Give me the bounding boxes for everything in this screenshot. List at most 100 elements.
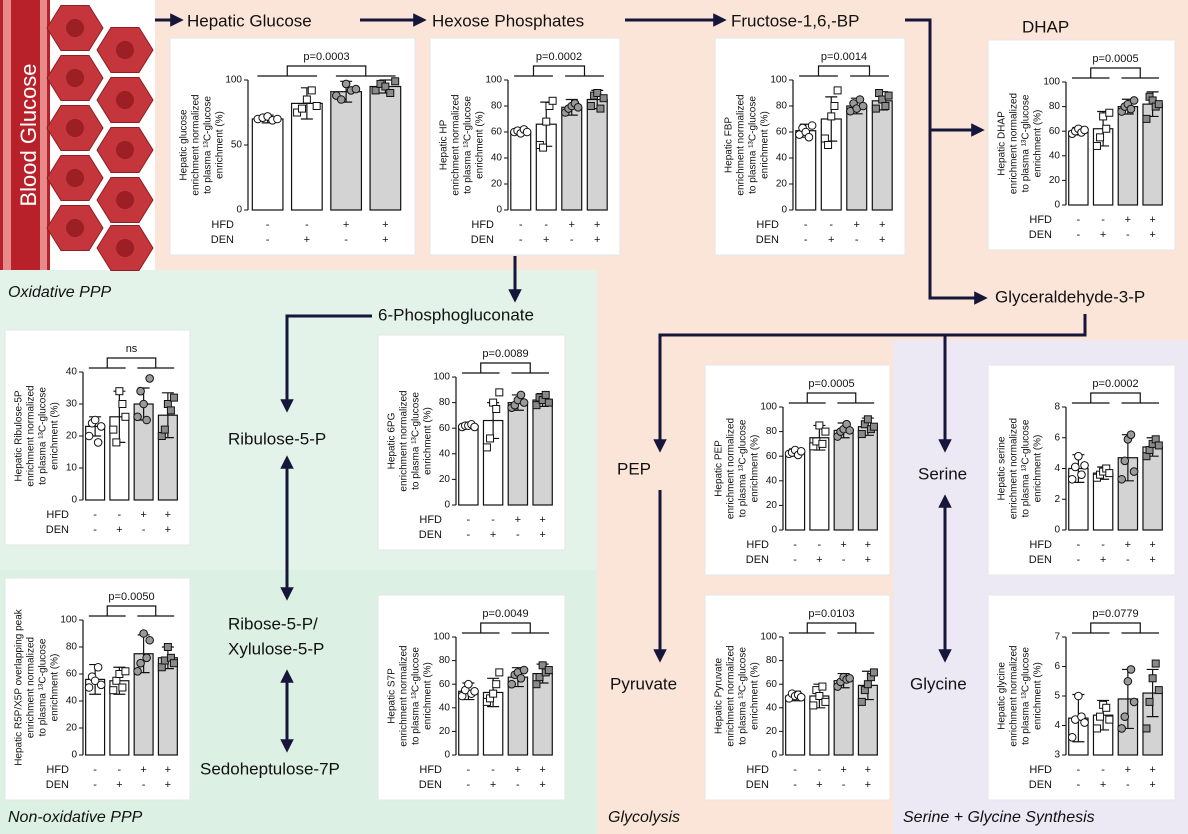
data-point [548, 96, 557, 105]
data-point [1120, 456, 1130, 466]
condition-label: + [490, 529, 496, 541]
data-point [297, 104, 306, 113]
node: Ribulose-5-P [228, 429, 326, 448]
row-label: DEN [211, 234, 234, 246]
chart: Hepatic Pyruvate enrichment normalized to … [704, 594, 891, 801]
data-point [160, 425, 169, 434]
y-axis-label: enrichment (%) [750, 662, 761, 730]
data-point [809, 701, 818, 710]
data-point [586, 102, 595, 110]
cell-nucleus [66, 119, 84, 137]
bar [785, 695, 806, 756]
data-point [599, 94, 608, 103]
bar [532, 399, 553, 506]
y-axis-label: to plasma ¹³C-glucose [738, 419, 749, 517]
y-tick-label: 60 [1049, 126, 1061, 137]
y-tick-label: 80 [766, 426, 778, 437]
bar [507, 402, 529, 506]
condition-label: + [539, 779, 545, 791]
data-point [1105, 108, 1114, 117]
condition-label: - [1077, 229, 1081, 241]
data-point [96, 680, 106, 690]
bar [846, 105, 868, 211]
condition-label: - [491, 514, 495, 526]
row-label: DEN [1029, 229, 1052, 241]
condition-label: - [1101, 764, 1105, 776]
bracket [88, 357, 175, 369]
data-point [118, 400, 127, 408]
y-tick-label: 60 [766, 679, 778, 690]
data-point [139, 629, 148, 638]
y-tick-label: 0 [71, 495, 77, 506]
condition-label: + [840, 764, 846, 776]
bracket [1071, 622, 1160, 634]
y-tick-label: 100 [485, 75, 502, 86]
data-point [1154, 100, 1163, 109]
bar [458, 690, 479, 756]
data-point [1067, 733, 1077, 742]
data-point [516, 674, 526, 683]
y-tick-label: 40 [766, 702, 778, 713]
data-point [1123, 676, 1133, 686]
data-point [133, 412, 142, 422]
y-tick-label: 80 [439, 655, 451, 666]
bar [369, 85, 402, 211]
condition-label: - [93, 509, 97, 521]
condition-label: + [1149, 554, 1155, 566]
data-point [371, 86, 380, 95]
y-axis-label: enrichment normalized [1009, 93, 1020, 194]
annotation: p=0.0002 [1092, 378, 1138, 390]
cell-nucleus [66, 69, 84, 87]
y-axis-label: Hepatic 6PG [387, 412, 398, 469]
condition-label: + [1100, 779, 1106, 791]
condition-label: - [93, 764, 97, 776]
bracket [257, 65, 396, 77]
row-label: HFD [471, 219, 494, 231]
data-point [532, 401, 541, 410]
annotation: ns [126, 343, 138, 355]
y-tick-label: 100 [60, 615, 77, 626]
data-point [307, 86, 316, 95]
condition-label: - [842, 554, 846, 566]
condition-label: + [1125, 214, 1131, 226]
cell-nucleus [66, 219, 84, 237]
y-tick-label: 60 [439, 679, 451, 690]
annotation: p=0.0779 [1092, 608, 1138, 620]
data-point [136, 658, 145, 668]
row-label: HFD [211, 219, 234, 231]
condition-label: - [1126, 554, 1130, 566]
condition-label: - [516, 529, 520, 541]
y-tick-label: 20 [766, 726, 778, 737]
y-axis-label: to plasma ¹³C-glucose [203, 96, 214, 194]
row-label: HFD [746, 539, 769, 551]
condition-label: - [793, 539, 797, 551]
y-tick-label: 40 [66, 696, 78, 707]
condition-label: - [467, 529, 471, 541]
chart: Hepatic 6PG enrichment normalized to plasm… [377, 334, 566, 551]
y-tick-label: 20 [491, 179, 503, 190]
y-axis-label: enrichment normalized [451, 94, 462, 195]
condition-label: - [793, 764, 797, 776]
row-label: DEN [46, 524, 69, 536]
y-axis-label: to plasma ¹³C-glucose [411, 647, 422, 745]
chart: Hepatic Ribulose-5P enrichment normalized… [4, 329, 191, 546]
condition-label: - [855, 234, 859, 246]
data-point [341, 79, 351, 89]
y-tick-label: 100 [1043, 77, 1060, 88]
y-tick-label: 60 [491, 127, 503, 138]
condition-label: + [343, 219, 349, 231]
node: Xylulose-5-P [228, 639, 324, 658]
data-point [1105, 715, 1114, 724]
node: Pyruvate [610, 674, 677, 693]
row-label: HFD [46, 509, 69, 521]
node: 6-Phosphogluconate [378, 305, 534, 324]
node: Glycine [910, 674, 967, 693]
condition-label: - [1101, 539, 1105, 551]
data-point [815, 692, 824, 700]
y-tick-label: 40 [776, 153, 788, 164]
y-axis-label: enrichment normalized [1009, 418, 1020, 519]
y-tick-label: 80 [66, 642, 78, 653]
data-point [93, 438, 103, 447]
chart: Hepatic R5P/X5P overlapping peak enrichme… [4, 577, 191, 801]
